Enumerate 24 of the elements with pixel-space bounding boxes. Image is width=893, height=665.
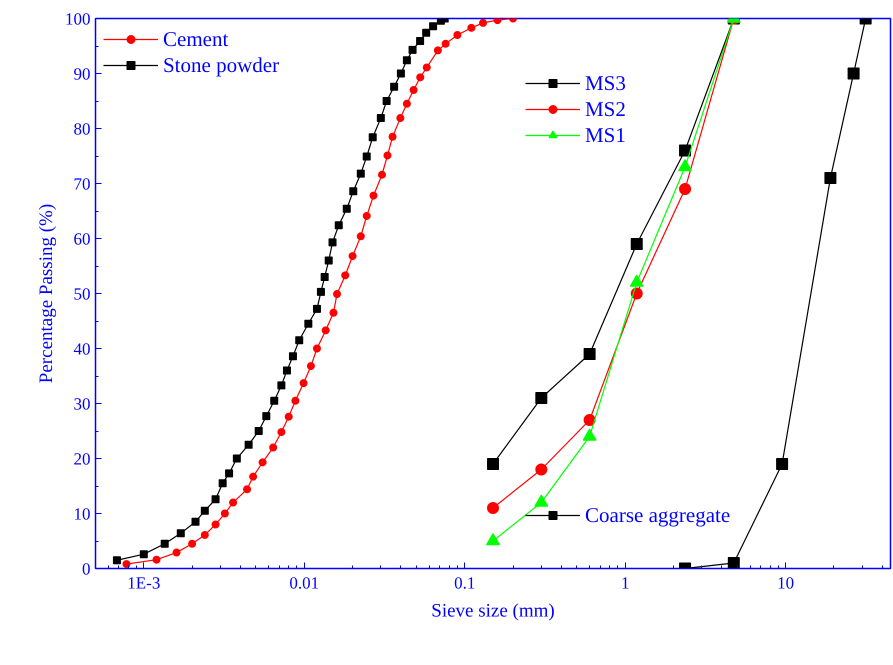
x-tick-label: 10 [777,574,794,592]
legend-label: Coarse aggregate [585,502,730,528]
legend-label: MS1 [585,122,626,148]
y-tick-label: 0 [82,560,90,578]
y-axis-title: Percentage Passing (%) [36,204,57,384]
y-tick-label: 40 [74,340,90,358]
y-tick-label: 10 [74,504,90,524]
y-tick-label: 100 [65,10,90,28]
y-tick-label: 70 [74,174,90,194]
y-tick-label: 80 [74,120,90,138]
legend-label: MS2 [585,96,626,122]
legend-label: MS3 [585,70,626,96]
y-tick-label: 60 [74,230,90,248]
x-tick-label: 0.01 [289,574,320,592]
y-tick-label: 50 [74,284,90,304]
legend-label: Cement [163,26,228,52]
y-tick-label: 90 [74,64,90,84]
x-tick-label: 1 [620,574,630,592]
x-tick-label: 1E-3 [127,574,160,592]
x-axis-title: Sieve size (mm) [431,600,555,622]
y-tick-label: 20 [74,450,90,468]
x-tick-label: 0.1 [454,574,476,592]
legend-label: Stone powder [163,52,280,78]
y-tick-label: 30 [74,394,90,414]
